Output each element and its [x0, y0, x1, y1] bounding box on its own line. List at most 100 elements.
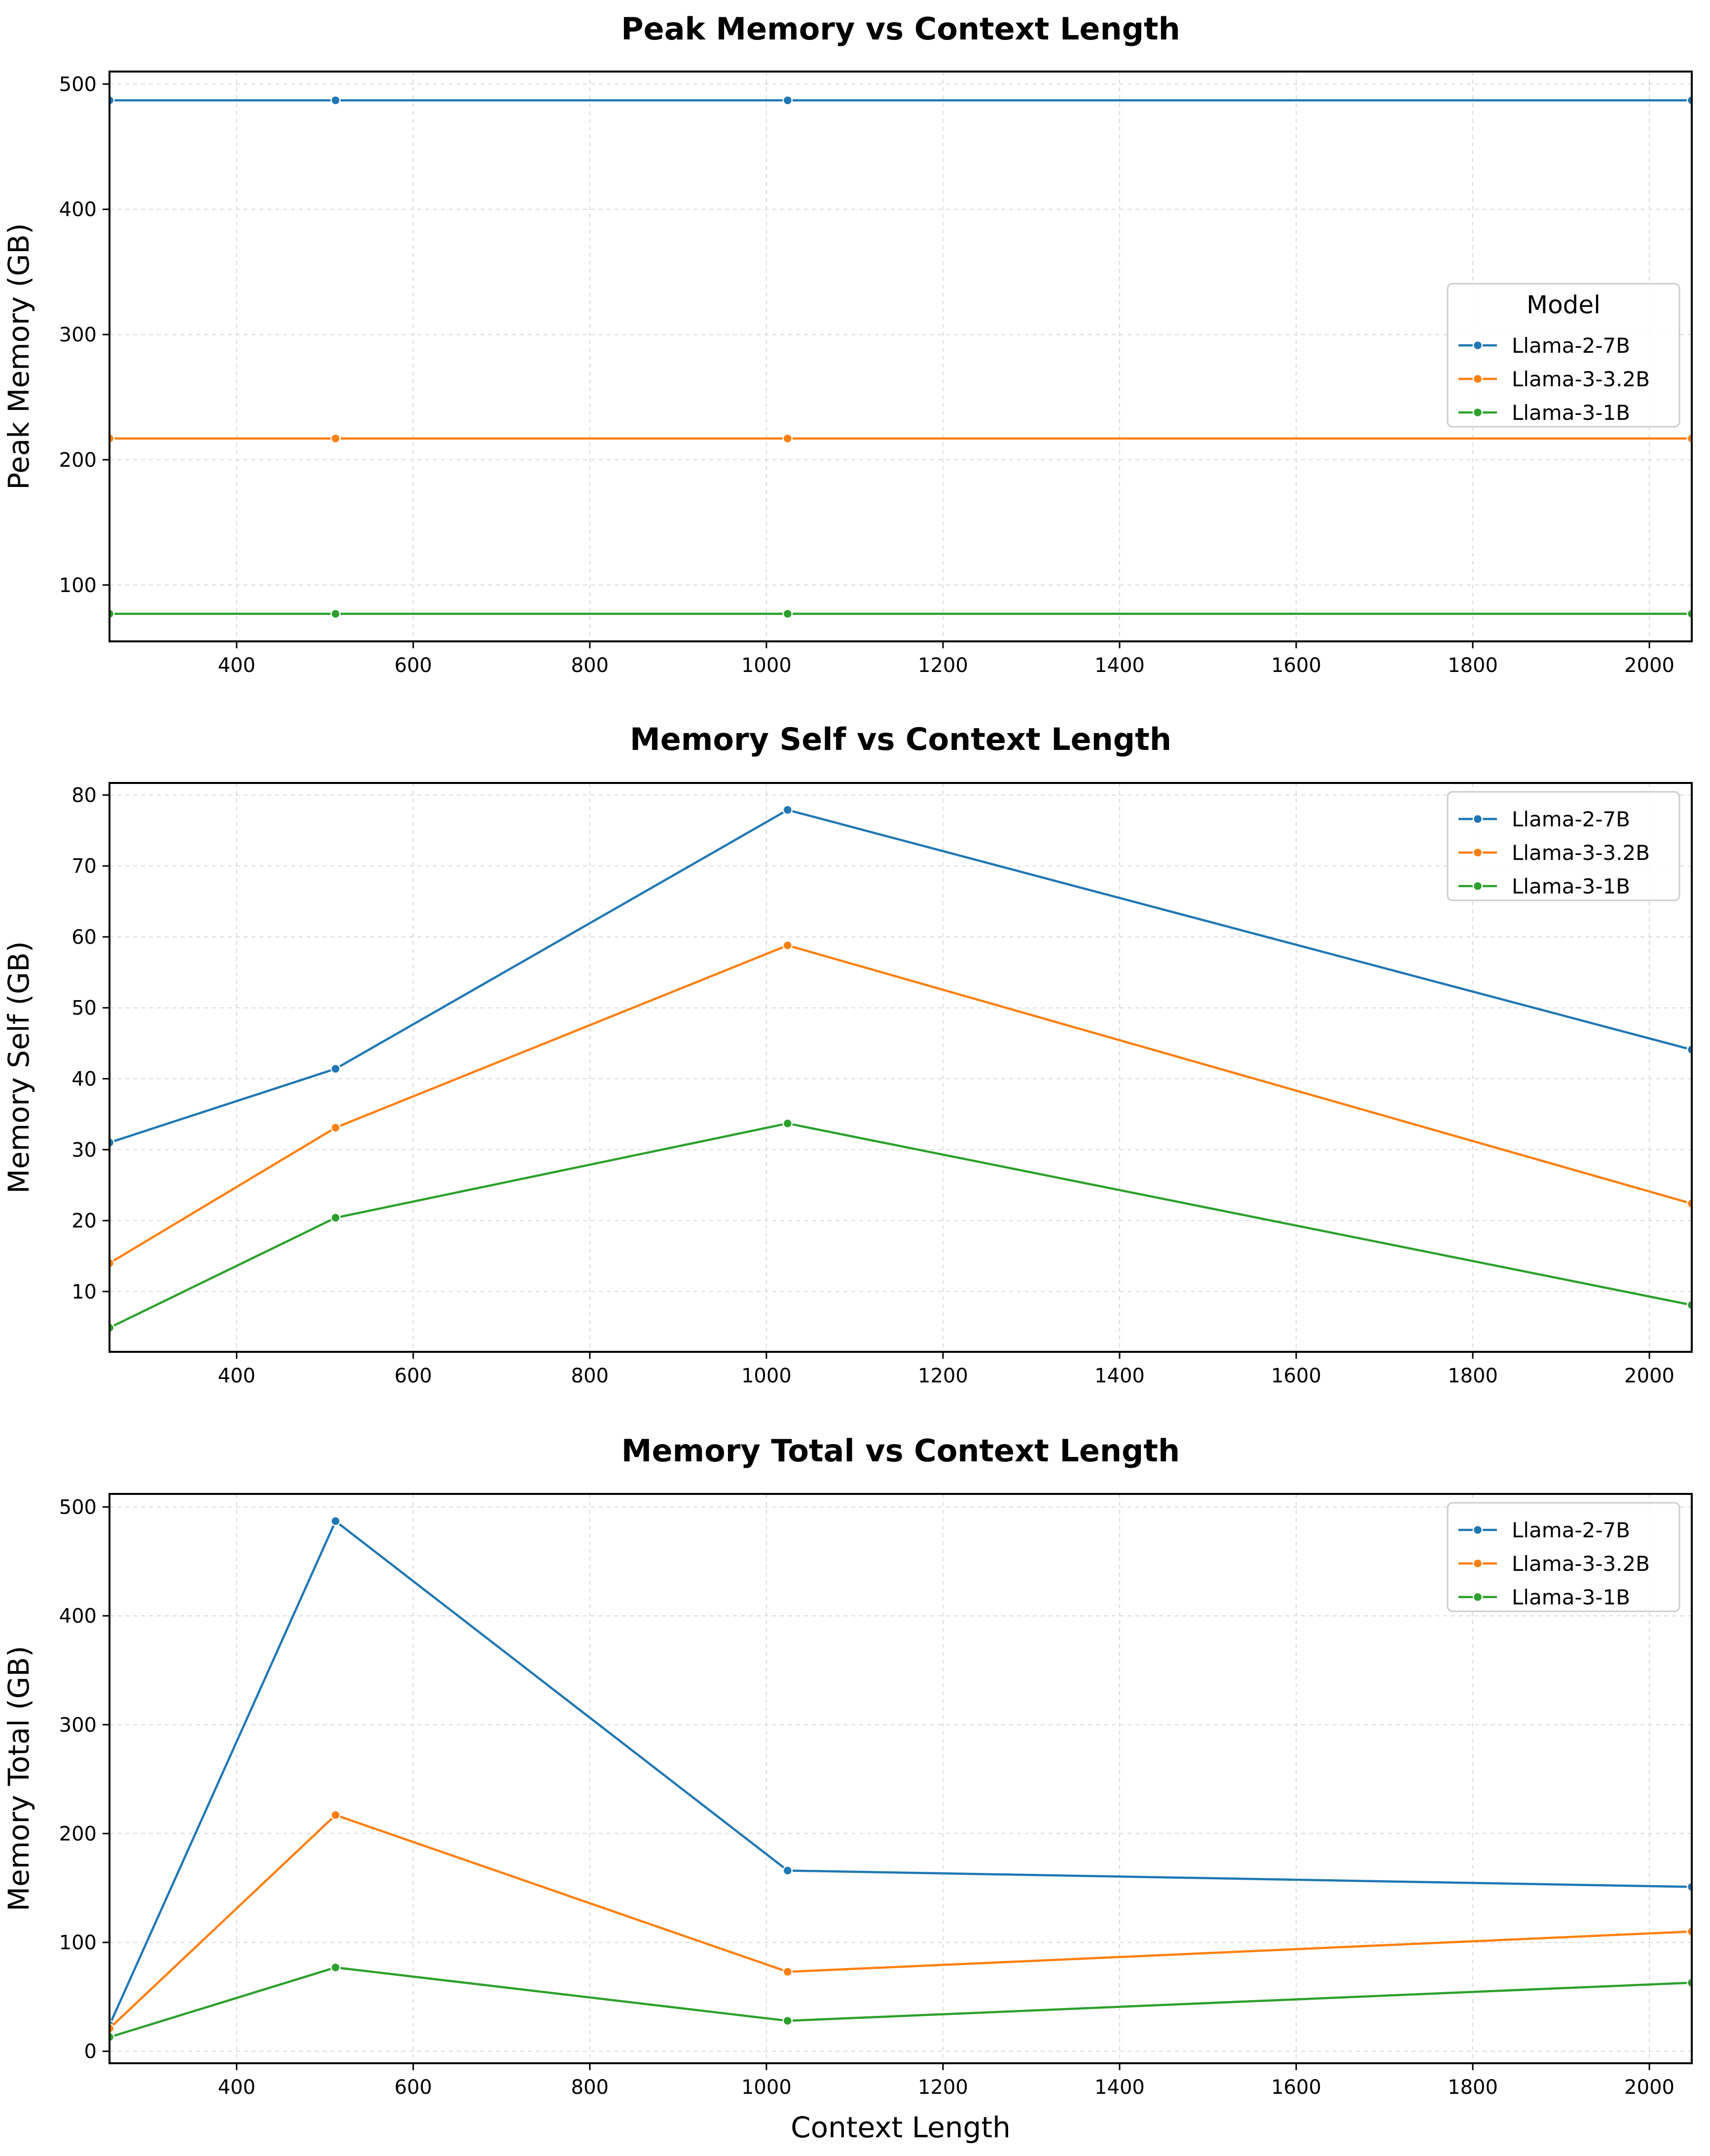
x-tick-label: 1800	[1448, 654, 1498, 677]
legend-marker	[1472, 407, 1483, 418]
legend-label: Llama-3-1B	[1512, 1585, 1630, 1609]
x-tick-label: 1800	[1448, 2076, 1498, 2099]
chart-panel-1: 400 600 800 1000 1200 1400 1600 1800 2000 100 200 3…	[2, 11, 1693, 677]
legend: Llama-2-7B Llama-3-3.2B Llama-3-1B	[1447, 1502, 1680, 1612]
x-tick-label: 2000	[1624, 2076, 1674, 2099]
data-point	[109, 1258, 115, 1268]
x-tick-label: 400	[218, 1365, 255, 1387]
y-tick-label: 400	[59, 1605, 97, 1628]
x-tick-label: 1200	[918, 2076, 968, 2099]
data-point	[109, 95, 115, 106]
legend-marker	[1472, 373, 1483, 384]
x-tick-label: 800	[571, 654, 609, 677]
data-point	[1686, 433, 1692, 444]
data-point	[782, 1865, 793, 1876]
data-point	[1686, 1977, 1692, 1988]
data-point	[330, 433, 341, 444]
data-point	[782, 1967, 793, 1977]
data-point	[782, 95, 793, 106]
legend-marker	[1472, 847, 1483, 858]
y-tick-label: 200	[59, 449, 97, 472]
legend-label: Llama-3-3.2B	[1512, 841, 1650, 865]
y-tick-label: 100	[59, 1932, 97, 1954]
chart-title: Memory Total vs Context Length	[621, 1433, 1180, 1469]
y-tick-label: 30	[72, 1139, 97, 1161]
y-tick-label: 50	[72, 997, 97, 1020]
data-point	[109, 608, 115, 619]
data-point	[330, 1962, 341, 1973]
x-tick-label: 1400	[1094, 654, 1145, 677]
legend-label: Llama-3-3.2B	[1512, 367, 1650, 391]
series-group	[109, 1516, 1692, 2043]
legend-label: Llama-2-7B	[1512, 807, 1630, 831]
legend-marker	[1472, 340, 1483, 351]
y-tick-label: 200	[59, 1822, 97, 1845]
data-point	[109, 1322, 115, 1333]
x-tick-label: 1600	[1271, 1365, 1321, 1387]
x-tick-label: 1200	[918, 1365, 968, 1387]
y-tick-label: 500	[59, 73, 97, 96]
legend-label: Llama-3-3.2B	[1512, 1552, 1650, 1576]
data-point	[1686, 608, 1692, 619]
data-point	[1686, 95, 1692, 106]
x-tick-label: 400	[218, 2076, 255, 2099]
data-point	[330, 1064, 341, 1074]
data-point	[330, 1810, 341, 1821]
x-tick-label: 800	[571, 1365, 609, 1387]
data-point	[782, 2015, 793, 2026]
data-point	[782, 805, 793, 815]
x-tick-label: 1400	[1094, 2076, 1145, 2099]
legend-label: Llama-2-7B	[1512, 1518, 1630, 1542]
y-tick-label: 300	[59, 1714, 97, 1737]
y-tick-label: 20	[72, 1210, 97, 1232]
x-tick-label: 600	[395, 654, 432, 677]
data-point	[330, 1122, 341, 1133]
series-line-1	[109, 809, 1692, 1144]
legend-box	[1447, 791, 1680, 901]
x-tick-label: 600	[395, 2076, 432, 2099]
legend-label: Llama-3-1B	[1512, 874, 1630, 898]
y-tick-label: 80	[72, 784, 97, 807]
x-tick-label: 1400	[1094, 1365, 1145, 1387]
legend-box	[1447, 283, 1680, 428]
legend-label: Llama-3-1B	[1512, 401, 1630, 425]
y-tick-label: 70	[72, 855, 97, 878]
y-axis-label: Memory Self (GB)	[2, 941, 36, 1194]
data-point	[330, 1516, 341, 1526]
plot-frame	[109, 1493, 1693, 2064]
data-point	[109, 433, 115, 444]
x-tick-label: 1200	[918, 654, 968, 677]
series-line-3	[109, 1122, 1692, 1329]
x-tick-label: 1600	[1271, 654, 1321, 677]
x-tick-label: 1000	[741, 1365, 792, 1387]
legend-marker	[1472, 1558, 1483, 1569]
chart-title: Memory Self vs Context Length	[630, 721, 1171, 757]
legend-label: Llama-2-7B	[1512, 334, 1630, 358]
x-tick-label: 1000	[741, 654, 792, 677]
y-tick-label: 100	[59, 574, 97, 597]
data-point	[109, 2023, 115, 2034]
series-line-2	[109, 1814, 1692, 2030]
plot-frame	[109, 782, 1693, 1353]
legend-marker	[1472, 881, 1483, 892]
y-tick-label: 60	[72, 926, 97, 949]
legend-title: Model	[1527, 291, 1601, 319]
legend-box	[1447, 1502, 1680, 1612]
x-tick-label: 600	[395, 1365, 432, 1387]
legend: Llama-2-7B Llama-3-3.2B Llama-3-1B	[1447, 791, 1680, 901]
x-tick-label: 800	[571, 2076, 609, 2099]
chart-title: Peak Memory vs Context Length	[621, 11, 1180, 47]
x-tick-label: 1800	[1448, 1365, 1498, 1387]
data-point	[1686, 1926, 1692, 1937]
data-point	[330, 1213, 341, 1223]
data-point	[109, 1137, 115, 1148]
series-line-2	[109, 944, 1692, 1264]
data-point	[782, 940, 793, 951]
plot-frame	[109, 71, 1693, 642]
series-line-3	[109, 1966, 1692, 2039]
series-group	[109, 95, 1692, 619]
data-point	[782, 1118, 793, 1129]
series-group	[109, 805, 1692, 1333]
legend: Model Llama-2-7B Llama-3-3.2B Llama-3-1B	[1447, 283, 1680, 428]
data-point	[782, 608, 793, 619]
